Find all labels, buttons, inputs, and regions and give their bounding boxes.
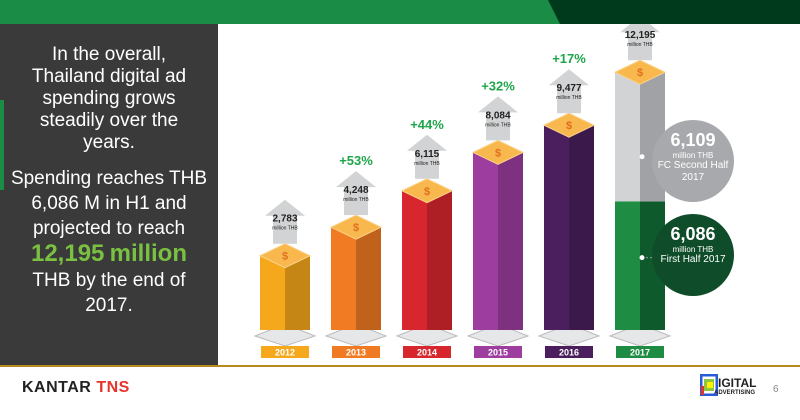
growth-label-2013: +53%	[339, 153, 373, 168]
kantar-tns-logo: KANTAR TNS	[22, 379, 130, 396]
growth-arrow	[478, 96, 518, 141]
year-box-2017	[616, 346, 664, 358]
dollar-icon: $	[637, 67, 643, 79]
value-label-2017: 12,195	[625, 30, 656, 41]
dollar-icon: $	[495, 147, 501, 159]
growth-arrow	[265, 199, 305, 244]
growth-arrow	[407, 134, 447, 179]
bar-front-2016	[544, 125, 569, 330]
marker-first-half	[639, 255, 645, 261]
bar-2017-first-half-front	[615, 201, 640, 330]
year-label-2015: 2015	[488, 348, 508, 358]
dollar-icon: $	[424, 186, 430, 198]
value-label-2016: 9,477	[556, 83, 581, 94]
unit-label: million THB	[627, 42, 653, 48]
year-box-2015	[474, 346, 522, 358]
bar-side-2014	[427, 190, 452, 330]
bar-side-2015	[498, 152, 523, 330]
bar-front-2015	[473, 152, 498, 330]
bar-front-2014	[402, 190, 427, 330]
bar-top-2013	[329, 214, 383, 240]
bar-side-2012	[285, 255, 310, 330]
callout-first-half: 6,086 million THB First Half 2017	[652, 214, 734, 296]
bar-top-2015	[471, 139, 525, 165]
highlight-value: 12,195	[30, 240, 105, 267]
bar-top-2017	[613, 59, 667, 85]
bar-top-2016	[542, 112, 596, 138]
accent-bar	[0, 100, 4, 190]
growth-arrow	[336, 171, 376, 216]
year-label-2017: 2017	[630, 348, 650, 358]
callout-second-half: 6,109 million THB FC Second Half 2017	[652, 120, 734, 202]
unit-label: million THB	[272, 226, 298, 232]
value-label-2013: 4,248	[343, 185, 368, 196]
footer-divider	[0, 365, 800, 367]
growth-arrow	[549, 69, 589, 114]
unit-label: million THB	[414, 161, 440, 167]
bar-front-2012	[260, 255, 285, 330]
bar-top-2014	[400, 178, 454, 204]
bar-front-2013	[331, 227, 356, 330]
summary-text: Spending reaches THB 6,086 M in H1 and p…	[10, 168, 208, 316]
year-label-2013: 2013	[346, 348, 366, 358]
value-label-2014: 6,115	[415, 149, 440, 160]
marker-second-half	[639, 154, 645, 160]
year-box-2016	[545, 346, 593, 358]
page-number: 6	[773, 384, 779, 395]
unit-label: million THB	[556, 95, 582, 101]
growth-label-2014: +44%	[410, 117, 444, 132]
year-label-2016: 2016	[559, 348, 579, 358]
year-box-2013	[332, 346, 380, 358]
unit-label: million THB	[343, 197, 369, 203]
summary-panel: In the overall, Thailand digital ad spen…	[0, 24, 218, 365]
bar-side-2016	[569, 125, 594, 330]
value-label-2012: 2,783	[272, 214, 297, 225]
digital-advertising-logo: IGITAL ADVERTISING	[700, 372, 760, 408]
year-label-2012: 2012	[275, 348, 295, 358]
highlight-unit: million	[109, 240, 188, 267]
bar-2017-second-half-front	[615, 72, 640, 202]
intro-text: In the overall, Thailand digital ad spen…	[31, 44, 187, 153]
year-box-2014	[403, 346, 451, 358]
unit-label: million THB	[485, 122, 511, 128]
bar-side-2013	[356, 227, 381, 330]
growth-label-2016: +17%	[552, 51, 586, 66]
growth-label-2015: +32%	[481, 78, 515, 93]
year-box-2012	[261, 346, 309, 358]
dollar-icon: $	[282, 251, 288, 263]
bar-top-2012	[258, 243, 312, 269]
header-band-dark	[548, 0, 800, 24]
value-label-2015: 8,084	[485, 110, 510, 121]
growth-arrow	[620, 24, 660, 61]
year-label-2014: 2014	[417, 348, 437, 358]
dollar-icon: $	[353, 222, 359, 234]
dollar-icon: $	[566, 120, 572, 132]
